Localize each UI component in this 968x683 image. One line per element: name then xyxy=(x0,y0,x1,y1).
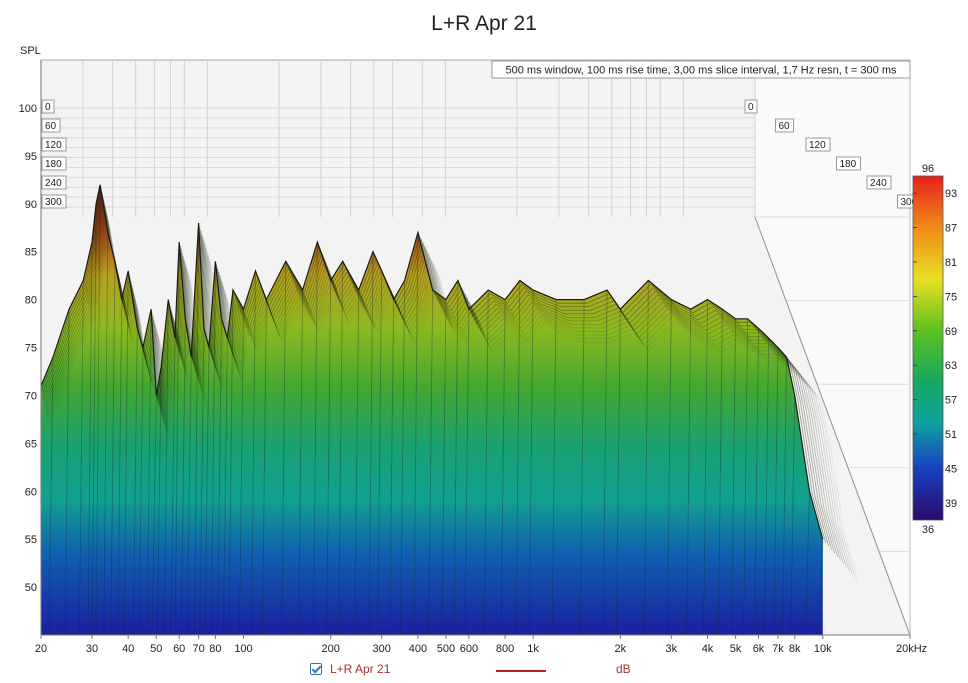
x-tick-100: 100 xyxy=(234,643,252,655)
x-tick-20: 20 xyxy=(35,643,47,655)
chart-title: L+R Apr 21 xyxy=(431,12,537,35)
y-tick-50: 50 xyxy=(25,582,37,594)
x-tick-300: 300 xyxy=(373,643,391,655)
y-tick-65: 65 xyxy=(25,438,37,450)
colorbar-tick-45: 45 xyxy=(945,463,957,475)
y-tick-70: 70 xyxy=(25,391,37,403)
time-tick-left-300: 300 xyxy=(45,197,62,208)
x-tick-50: 50 xyxy=(150,643,162,655)
x-tick-1k: 1k xyxy=(527,643,539,655)
x-tick-60: 60 xyxy=(173,643,185,655)
x-tick-7k: 7k xyxy=(772,643,784,655)
legend-series-name[interactable]: L+R Apr 21 xyxy=(330,662,391,676)
legend-unit: dB xyxy=(616,662,631,676)
axes xyxy=(40,60,911,636)
x-tick-200: 200 xyxy=(322,643,340,655)
time-tick-right-0: 0 xyxy=(748,102,754,113)
x-tick-40: 40 xyxy=(122,643,134,655)
x-tick-6k: 6k xyxy=(753,643,765,655)
info-box: 500 ms window, 100 ms rise time, 3,00 ms… xyxy=(491,60,911,79)
y-tick-55: 55 xyxy=(25,534,37,546)
x-tick-70: 70 xyxy=(192,643,204,655)
legend: L+R Apr 21 dB xyxy=(310,662,670,680)
colorbar-ticks: 93 87 81 75 69 63 57 51 45 39 xyxy=(913,188,957,510)
y-tick-100: 100 xyxy=(19,103,37,115)
colorbar-tick-69: 69 xyxy=(945,326,957,338)
colorbar-max-label: 96 xyxy=(922,163,934,175)
x-tick-labels: 20 30 40 50 60 70 80 100 200 300 400 500 600 800 1k 2k 3… xyxy=(35,635,927,655)
grid-lines xyxy=(40,60,910,552)
x-tick-2k: 2k xyxy=(614,643,626,655)
x-tick-20kHz: 20kHz xyxy=(896,643,927,655)
x-tick-5k: 5k xyxy=(730,643,742,655)
surface-ridge xyxy=(41,184,824,540)
waterfall-surface xyxy=(41,184,859,635)
x-tick-500: 500 xyxy=(437,643,455,655)
time-tick-left-0: 0 xyxy=(45,102,51,113)
y-tick-labels: 100 95 90 85 80 75 70 65 60 55 50 xyxy=(19,103,37,594)
time-tick-right-60: 60 xyxy=(779,121,791,132)
y-tick-60: 60 xyxy=(25,486,37,498)
info-text: 500 ms window, 100 ms rise time, 3,00 ms… xyxy=(506,65,897,77)
x-tick-4k: 4k xyxy=(702,643,714,655)
colorbar-tick-57: 57 xyxy=(945,395,957,407)
y-axis-label: SPL xyxy=(20,45,41,57)
x-tick-8k: 8k xyxy=(789,643,801,655)
time-ticks-left: 0 60 120 180 240 300 xyxy=(41,99,67,209)
time-tick-left-240: 240 xyxy=(45,178,62,189)
x-tick-800: 800 xyxy=(496,643,514,655)
y-tick-95: 95 xyxy=(25,151,37,163)
time-ticks-right: 0 60 120 180 240 300 xyxy=(744,99,922,209)
colorbar-scale xyxy=(912,175,944,521)
colorbar-min-label: 36 xyxy=(922,524,934,536)
x-tick-400: 400 xyxy=(409,643,427,655)
colorbar-tick-63: 63 xyxy=(945,360,957,372)
colorbar-tick-93: 93 xyxy=(945,188,957,200)
time-tick-left-180: 180 xyxy=(45,159,62,170)
time-tick-right-180: 180 xyxy=(840,159,857,170)
time-tick-left-120: 120 xyxy=(45,140,62,151)
legend-line-swatch xyxy=(496,670,546,672)
y-tick-80: 80 xyxy=(25,295,37,307)
x-tick-600: 600 xyxy=(460,643,478,655)
y-tick-90: 90 xyxy=(25,199,37,211)
x-tick-10k: 10k xyxy=(814,643,832,655)
y-tick-85: 85 xyxy=(25,247,37,259)
colorbar-tick-51: 51 xyxy=(945,429,957,441)
colorbar: 96 93 87 81 75 69 63 57 51 45 39 36 xyxy=(912,163,957,536)
colorbar-tick-39: 39 xyxy=(945,498,957,510)
time-tick-right-300: 300 xyxy=(901,197,918,208)
y-tick-75: 75 xyxy=(25,343,37,355)
x-tick-80: 80 xyxy=(209,643,221,655)
time-tick-left-60: 60 xyxy=(45,121,57,132)
x-tick-3k: 3k xyxy=(665,643,677,655)
x-tick-30: 30 xyxy=(86,643,98,655)
time-tick-right-120: 120 xyxy=(809,140,826,151)
time-tick-right-240: 240 xyxy=(870,178,887,189)
colorbar-tick-81: 81 xyxy=(945,257,957,269)
colorbar-tick-87: 87 xyxy=(945,223,957,235)
legend-checkbox[interactable] xyxy=(310,663,322,675)
colorbar-tick-75: 75 xyxy=(945,291,957,303)
